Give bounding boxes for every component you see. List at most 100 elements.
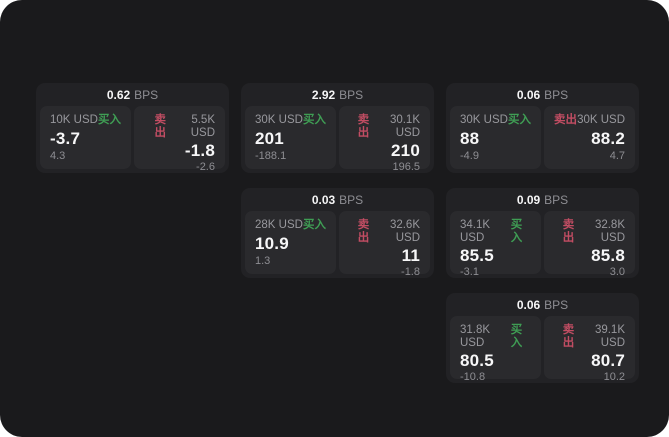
sell-panel-top: 卖出 30.1K USD <box>349 114 420 139</box>
buy-tag: 买入 <box>303 219 326 231</box>
card-header: 2.92 BPS <box>245 83 430 106</box>
card-body: 10K USD 买入 -3.7 4.3 卖出 5.5K USD -1.8 -2.… <box>40 106 225 173</box>
sell-panel-top: 卖出 5.5K USD <box>144 114 215 139</box>
quote-card: 0.62 BPS 10K USD 买入 -3.7 4.3 卖出 5.5K USD… <box>36 83 229 173</box>
quote-card: 0.06 BPS 31.8K USD 买入 80.5 -10.8 卖出 39.1… <box>446 293 639 383</box>
sell-amount: 32.6K USD <box>389 219 420 244</box>
buy-amount: 30K USD <box>255 114 303 126</box>
bps-unit-label: BPS <box>339 192 364 207</box>
sell-tag: 卖出 <box>562 219 575 244</box>
card-body: 28K USD 买入 10.9 1.3 卖出 32.6K USD 11 -1.8 <box>245 211 430 278</box>
buy-price: 85.5 <box>460 246 494 266</box>
buy-amount: 30K USD <box>460 114 508 126</box>
buy-panel-top: 28K USD 买入 <box>255 219 326 232</box>
bps-unit-label: BPS <box>544 192 569 207</box>
buy-price: 10.9 <box>255 233 289 253</box>
buy-panel[interactable]: 31.8K USD 买入 80.5 -10.8 <box>450 316 541 383</box>
sell-delta: 10.2 <box>603 370 625 383</box>
buy-tag: 买入 <box>510 324 523 349</box>
card-grid: 0.62 BPS 10K USD 买入 -3.7 4.3 卖出 5.5K USD… <box>36 83 639 383</box>
bps-unit-label: BPS <box>134 87 159 102</box>
sell-delta: -2.6 <box>196 160 215 173</box>
buy-delta: 1.3 <box>255 254 271 267</box>
sell-panel-top: 卖出 32.8K USD <box>554 219 625 244</box>
sell-price: 88.2 <box>591 128 625 148</box>
buy-panel[interactable]: 34.1K USD 买入 85.5 -3.1 <box>450 211 541 278</box>
buy-tag: 买入 <box>303 114 326 126</box>
buy-panel-top: 31.8K USD 买入 <box>460 324 531 349</box>
sell-amount: 39.1K USD <box>594 324 625 349</box>
buy-delta: -3.1 <box>460 265 479 278</box>
sell-panel[interactable]: 卖出 32.6K USD 11 -1.8 <box>339 211 430 278</box>
sell-amount: 30.1K USD <box>389 114 420 139</box>
buy-delta: 4.3 <box>50 149 66 162</box>
sell-panel[interactable]: 卖出 32.8K USD 85.8 3.0 <box>544 211 635 278</box>
buy-delta: -10.8 <box>460 370 486 383</box>
bps-value: 0.03 <box>311 192 336 207</box>
buy-price: -3.7 <box>50 128 81 148</box>
card-header: 0.06 BPS <box>450 293 635 316</box>
card-header: 0.62 BPS <box>40 83 225 106</box>
sell-panel[interactable]: 卖出 30K USD 88.2 4.7 <box>544 106 635 169</box>
sell-panel-top: 卖出 39.1K USD <box>554 324 625 349</box>
buy-amount: 10K USD <box>50 114 98 126</box>
sell-tag: 卖出 <box>562 324 575 349</box>
bps-value: 0.06 <box>516 87 541 102</box>
sell-price: 85.8 <box>591 246 625 266</box>
buy-amount: 34.1K USD <box>460 219 491 244</box>
buy-amount: 28K USD <box>255 219 303 231</box>
buy-price: 201 <box>255 128 284 148</box>
card-body: 30K USD 买入 88 -4.9 卖出 30K USD 88.2 4.7 <box>450 106 635 169</box>
sell-price: 80.7 <box>591 351 625 371</box>
buy-panel-top: 30K USD 买入 <box>255 114 326 127</box>
sell-delta: 3.0 <box>609 265 625 278</box>
bps-unit-label: BPS <box>544 87 569 102</box>
sell-amount: 5.5K USD <box>190 114 215 139</box>
card-body: 30K USD 买入 201 -188.1 卖出 30.1K USD 210 1… <box>245 106 430 173</box>
bps-value: 0.06 <box>516 297 541 312</box>
buy-price: 80.5 <box>460 351 494 371</box>
quote-card: 0.06 BPS 30K USD 买入 88 -4.9 卖出 30K USD 8… <box>446 83 639 173</box>
sell-tag: 卖出 <box>554 114 577 126</box>
buy-tag: 买入 <box>510 219 523 244</box>
sell-panel[interactable]: 卖出 5.5K USD -1.8 -2.6 <box>134 106 225 173</box>
quote-card: 2.92 BPS 30K USD 买入 201 -188.1 卖出 30.1K … <box>241 83 434 173</box>
sell-delta: 4.7 <box>609 149 625 162</box>
sell-panel-top: 卖出 30K USD <box>554 114 625 127</box>
card-header: 0.06 BPS <box>450 83 635 106</box>
buy-panel[interactable]: 30K USD 买入 201 -188.1 <box>245 106 336 169</box>
sell-delta: -1.8 <box>401 265 420 278</box>
buy-panel[interactable]: 28K USD 买入 10.9 1.3 <box>245 211 336 274</box>
card-header: 0.09 BPS <box>450 188 635 211</box>
quote-card: 0.03 BPS 28K USD 买入 10.9 1.3 卖出 32.6K US… <box>241 188 434 278</box>
buy-delta: -4.9 <box>460 149 479 162</box>
card-body: 31.8K USD 买入 80.5 -10.8 卖出 39.1K USD 80.… <box>450 316 635 383</box>
card-body: 34.1K USD 买入 85.5 -3.1 卖出 32.8K USD 85.8… <box>450 211 635 278</box>
sell-panel[interactable]: 卖出 39.1K USD 80.7 10.2 <box>544 316 635 383</box>
buy-panel[interactable]: 10K USD 买入 -3.7 4.3 <box>40 106 131 169</box>
sell-amount: 32.8K USD <box>594 219 625 244</box>
sell-price: 210 <box>391 141 420 161</box>
sell-price: -1.8 <box>184 141 215 161</box>
bps-value: 0.09 <box>516 192 541 207</box>
bps-unit-label: BPS <box>544 297 569 312</box>
buy-panel-top: 10K USD 买入 <box>50 114 121 127</box>
bps-value: 2.92 <box>311 87 336 102</box>
buy-tag: 买入 <box>98 114 121 126</box>
sell-panel-top: 卖出 32.6K USD <box>349 219 420 244</box>
quote-card: 0.09 BPS 34.1K USD 买入 85.5 -3.1 卖出 32.8K… <box>446 188 639 278</box>
sell-tag: 卖出 <box>357 114 370 139</box>
sell-tag: 卖出 <box>357 219 370 244</box>
buy-tag: 买入 <box>508 114 531 126</box>
sell-price: 11 <box>401 246 420 266</box>
buy-panel[interactable]: 30K USD 买入 88 -4.9 <box>450 106 541 169</box>
sell-tag: 卖出 <box>154 114 167 139</box>
bps-value: 0.62 <box>106 87 131 102</box>
buy-delta: -188.1 <box>255 149 287 162</box>
buy-panel-top: 30K USD 买入 <box>460 114 531 127</box>
sell-panel[interactable]: 卖出 30.1K USD 210 196.5 <box>339 106 430 173</box>
sell-amount: 30K USD <box>577 114 625 126</box>
buy-amount: 31.8K USD <box>460 324 491 349</box>
card-header: 0.03 BPS <box>245 188 430 211</box>
